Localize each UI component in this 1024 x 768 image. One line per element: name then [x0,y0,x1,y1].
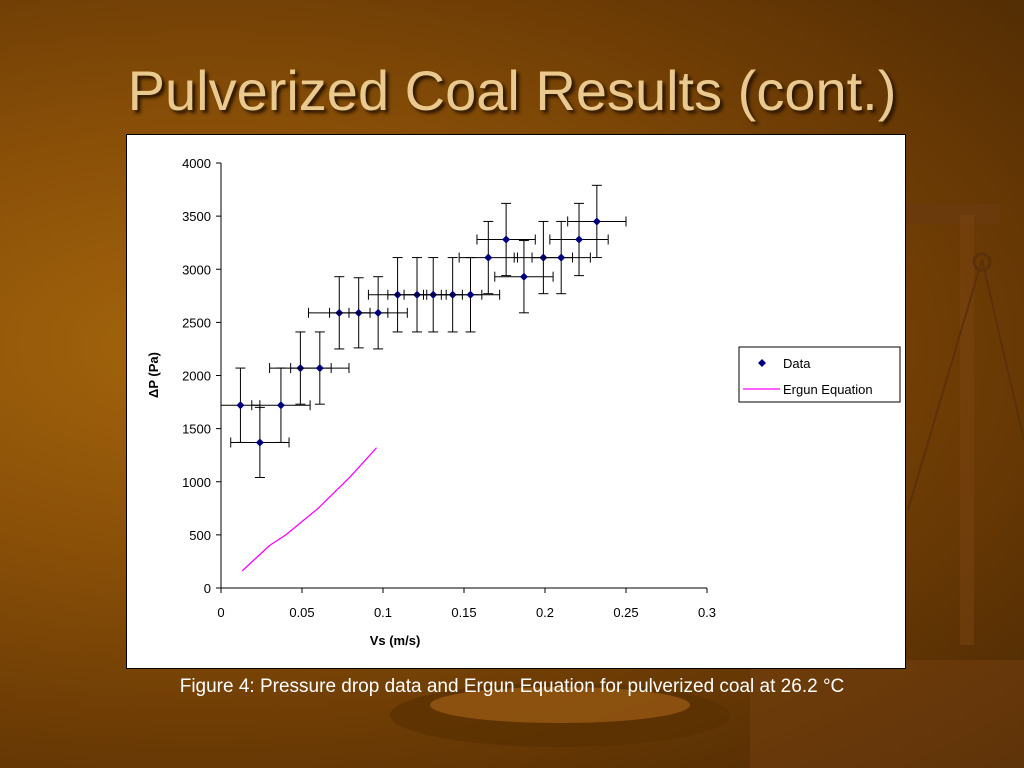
pressure-drop-chart: 0 500 1000 1500 2000 2500 3000 3500 4000 0 0.05 0.1… [146,156,901,648]
data-point-marker [484,253,493,262]
chart-ticks: 0 500 1000 1500 2000 2500 3000 3500 4000 0 0.05 0.1… [182,156,716,620]
chart-area: 0 500 1000 1500 2000 2500 3000 3500 4000 0 0.05 0.1… [126,134,906,669]
data-point-marker [592,217,601,226]
ergun-series [241,447,378,572]
x-tick-label: 0.1 [374,605,392,620]
legend-ergun-label: Ergun Equation [783,382,873,397]
y-tick-label: 500 [189,528,211,543]
data-point-group [476,202,536,277]
data-point-group [494,240,554,314]
y-tick-label: 1500 [182,422,211,437]
x-tick-label: 0.05 [289,605,314,620]
scale-string-left [907,259,983,511]
y-tick-label: 0 [204,581,211,596]
data-point-group [531,220,591,295]
data-point-group [458,220,518,295]
scale-pan [430,687,690,723]
x-tick-label: 0 [217,605,224,620]
scale-string-right [981,259,1024,441]
chart-legend: Data Ergun Equation [738,346,901,403]
y-tick-label: 1000 [182,475,211,490]
scale-ring [972,252,992,272]
y-tick-label: 3500 [182,209,211,224]
figure-caption: Figure 4: Pressure drop data and Ergun E… [179,676,845,697]
data-series [220,184,627,478]
data-point-marker [276,401,285,410]
y-tick-label: 4000 [182,156,211,171]
data-point-group [567,184,627,259]
scale-post [960,215,974,645]
data-point-group [440,257,501,333]
x-axis-label: Vs (m/s) [370,633,421,648]
data-point-group [348,276,408,350]
data-point-marker [557,253,566,262]
x-tick-label: 0.3 [698,605,716,620]
data-point-marker [466,290,475,299]
data-point-marker [255,438,264,447]
data-point-group [290,331,350,405]
y-tick-label: 2000 [182,369,211,384]
legend-box [738,346,901,403]
x-tick-label: 0.25 [613,605,638,620]
data-point-marker [575,235,584,244]
ergun-equation-line [241,447,378,572]
data-point-marker [236,401,245,410]
legend-data-marker [758,359,766,367]
data-point-group [251,367,311,443]
x-tick-label: 0.2 [536,605,554,620]
data-point-marker [374,308,383,317]
slide-title: Pulverized Coal Results (cont.) [127,59,897,122]
data-point-group [549,202,609,277]
data-point-marker [315,364,324,373]
scale-base [750,660,1024,768]
data-point-marker [519,272,528,281]
y-axis-label: ΔP (Pa) [146,352,161,398]
y-tick-label: 3000 [182,262,211,277]
x-tick-label: 0.15 [451,605,476,620]
data-point-marker [502,235,511,244]
y-tick-label: 2500 [182,315,211,330]
scale-beam [905,204,1000,224]
chart-axes [220,163,707,589]
legend-data-label: Data [783,356,811,371]
